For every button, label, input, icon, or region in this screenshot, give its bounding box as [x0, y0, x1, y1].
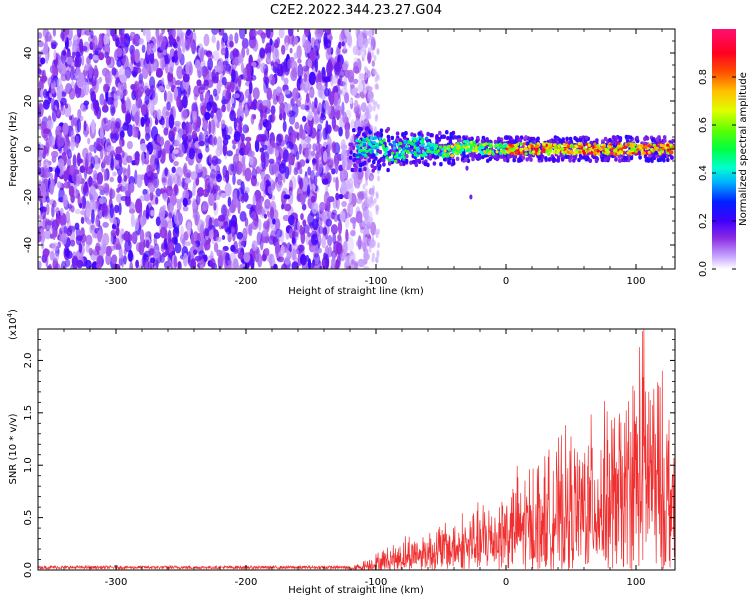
spectrogram-y-ticks: -40 -20 0 20 40	[23, 28, 675, 270]
x-tick-label: -300	[105, 276, 128, 287]
spectrogram-heatmap	[38, 29, 675, 269]
spectrogram-y-label: Frequency (Hz)	[8, 111, 19, 187]
x-tick-label: -300	[105, 577, 128, 588]
y-tick-label: 20	[23, 95, 34, 108]
x-tick-label: 0	[503, 276, 509, 287]
y-tick-label: -40	[23, 237, 34, 253]
y-tick-label: 0.5	[23, 510, 34, 526]
colorbar-label: Normalized spectral amplitude	[738, 72, 749, 226]
y-tick-label: 1.0	[23, 457, 34, 473]
snr-frame	[37, 328, 676, 571]
colorbar-tick-label: 0.4	[698, 165, 709, 181]
colorbar-tick-label: 0.2	[698, 213, 709, 229]
y-tick-label: -20	[23, 189, 34, 205]
y-tick-label: 0	[23, 146, 34, 152]
snr-series-line	[38, 329, 675, 570]
x-tick-label: -100	[365, 276, 388, 287]
y-tick-label: 0.0	[23, 562, 34, 578]
colorbar: 0.0 0.2 0.4 0.6 0.8 Normalized spectral ampl…	[698, 29, 749, 277]
spectrogram-x-ticks: -300 -200 -100 0 100	[37, 29, 663, 287]
x-tick-label: 100	[626, 577, 645, 588]
snr-y-label: SNR (10 * v/v)	[8, 413, 19, 484]
snr-panel: -300 -200 -100 0 100 0.0 0.5 1.0 1.5 2.0 Height …	[6, 309, 676, 596]
x-tick-label: 100	[626, 276, 645, 287]
snr-y-multiplier: (x104)	[6, 309, 19, 340]
x-tick-label: 0	[503, 577, 509, 588]
y-tick-label: 1.5	[23, 405, 34, 421]
colorbar-gradient	[712, 29, 736, 269]
colorbar-tick-label: 0.0	[698, 261, 709, 277]
chart-title: C2E2.2022.344.23.27.G04	[270, 3, 442, 18]
x-tick-label: -200	[235, 276, 258, 287]
snr-x-ticks: -300 -200 -100 0 100	[37, 329, 663, 588]
colorbar-tick-label: 0.8	[698, 69, 709, 85]
y-tick-label: 40	[23, 47, 34, 60]
y-tick-label: 2.0	[23, 352, 34, 368]
colorbar-ticks: 0.0 0.2 0.4 0.6 0.8	[698, 69, 736, 277]
spectrogram-x-label: Height of straight line (km)	[288, 286, 424, 297]
x-tick-label: -100	[365, 577, 388, 588]
snr-x-label: Height of straight line (km)	[288, 585, 424, 596]
snr-y-ticks: 0.0 0.5 1.0 1.5 2.0	[23, 339, 675, 578]
colorbar-tick-label: 0.6	[698, 117, 709, 133]
x-tick-label: -200	[235, 577, 258, 588]
